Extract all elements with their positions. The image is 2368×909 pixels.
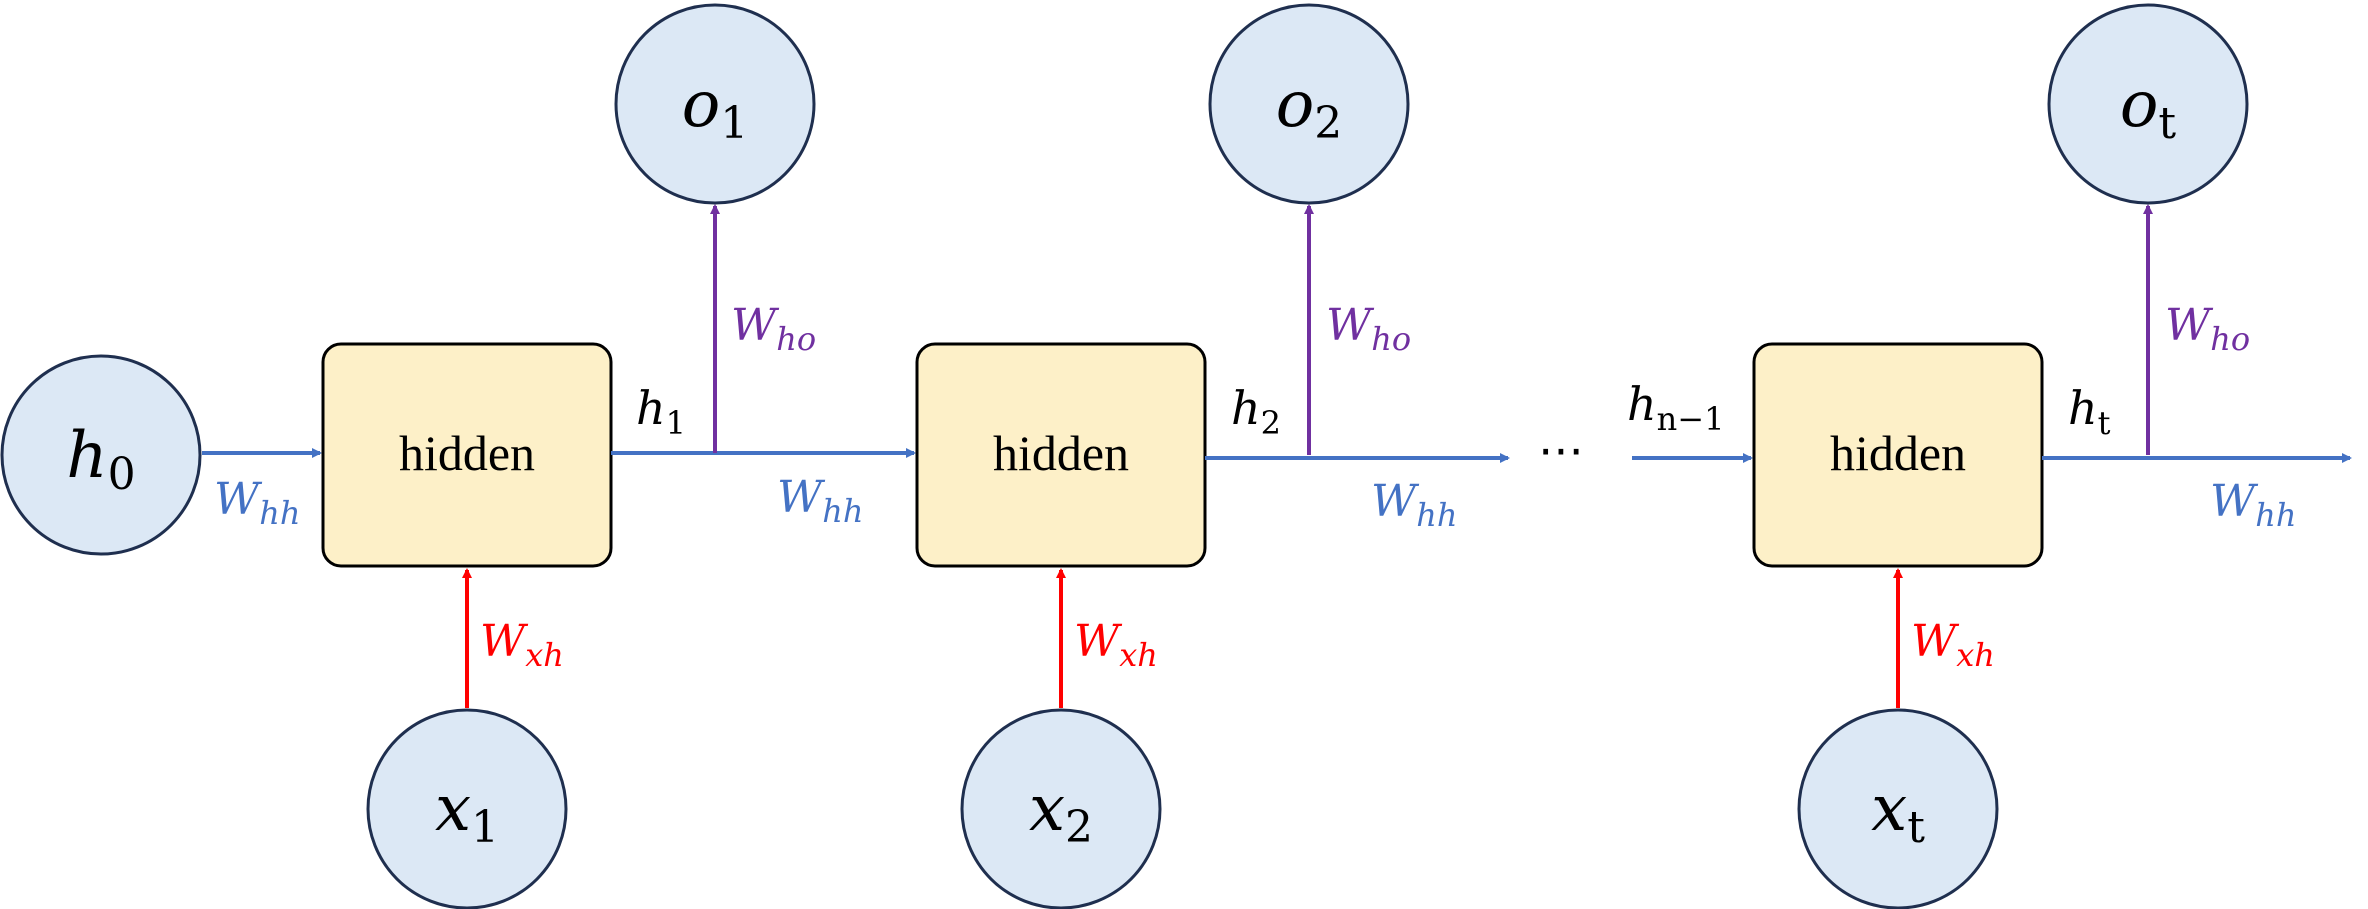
cell-1: hidden x1 Wxh Whh h1 Who o1 bbox=[321, 3, 916, 909]
w-ho-label-t: Who bbox=[2165, 300, 2250, 358]
input-node-1 bbox=[366, 708, 568, 909]
w-ho-label-2: Who bbox=[1326, 300, 1411, 358]
output-node-1 bbox=[614, 3, 816, 205]
hidden-label-t: hidden bbox=[1830, 425, 1966, 481]
hidden-label-1: hidden bbox=[399, 425, 535, 481]
hidden-box-t bbox=[1752, 342, 2044, 568]
w-hh-label-t: Whh bbox=[2210, 476, 2296, 534]
svg-text:o2: o2 bbox=[1276, 68, 1343, 149]
svg-text:ot: ot bbox=[2120, 68, 2177, 149]
w-hh-label-1: Whh bbox=[777, 472, 863, 530]
state-in-label-t: hn−1 bbox=[1627, 377, 1724, 438]
w-hh-label-0: Whh bbox=[214, 474, 300, 532]
cell-t: hn−1 hidden xt Wxh Whh ht Who ot bbox=[1627, 3, 2352, 909]
hidden-box-2 bbox=[915, 342, 1207, 568]
svg-text:xt: xt bbox=[1871, 772, 1925, 853]
w-xh-label-1: Wxh bbox=[480, 616, 564, 674]
svg-text:o1: o1 bbox=[682, 68, 749, 149]
ellipsis: ⋯ bbox=[1538, 423, 1584, 477]
input-node-2 bbox=[960, 708, 1162, 909]
svg-text:h0: h0 bbox=[66, 419, 135, 500]
svg-text:x1: x1 bbox=[435, 772, 499, 853]
w-hh-label-2: Whh bbox=[1371, 476, 1457, 534]
output-node-2 bbox=[1208, 3, 1410, 205]
hidden-label-2: hidden bbox=[993, 425, 1129, 481]
svg-text:x2: x2 bbox=[1029, 772, 1093, 853]
state-label-2: h2 bbox=[1231, 381, 1281, 442]
w-xh-label-2: Wxh bbox=[1074, 616, 1158, 674]
initial-state-node: h0 bbox=[0, 354, 202, 556]
w-ho-label-1: Who bbox=[731, 300, 816, 358]
input-node-t bbox=[1797, 708, 1999, 909]
state-label-t: ht bbox=[2068, 381, 2111, 442]
output-node-t bbox=[2047, 3, 2249, 205]
w-xh-label-t: Wxh bbox=[1911, 616, 1995, 674]
state-label-1: h1 bbox=[636, 381, 686, 442]
cell-2: hidden x2 Wxh Whh h2 Who o2 bbox=[915, 3, 1510, 909]
